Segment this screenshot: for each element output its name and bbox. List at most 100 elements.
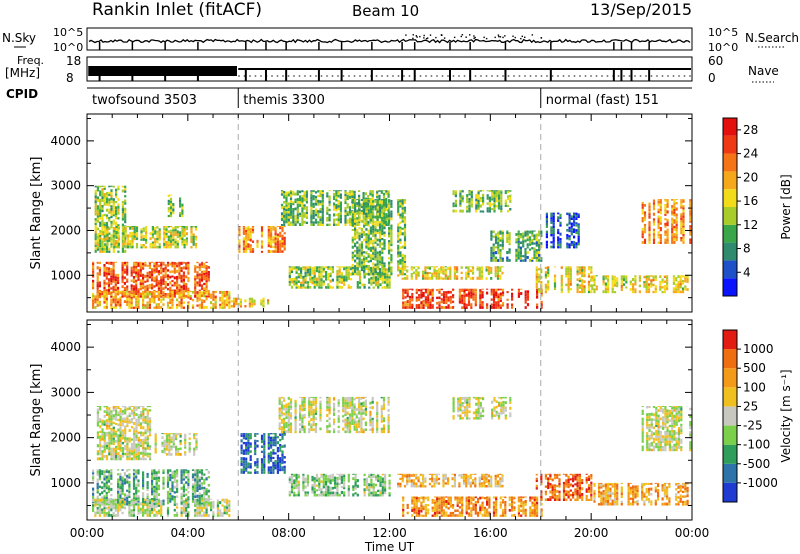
heatmap-cell bbox=[382, 190, 386, 192]
heatmap-cell bbox=[479, 303, 482, 306]
heatmap-cell bbox=[112, 280, 115, 283]
heatmap-cell bbox=[303, 214, 306, 218]
heatmap-cell bbox=[682, 221, 685, 224]
heatmap-cell bbox=[634, 282, 637, 286]
heatmap-cell bbox=[499, 306, 502, 309]
heatmap-cell bbox=[524, 230, 527, 232]
heatmap-cell bbox=[198, 276, 201, 279]
heatmap-cell bbox=[200, 482, 204, 485]
heatmap-cell bbox=[315, 280, 319, 284]
heatmap-cell bbox=[181, 212, 184, 215]
heatmap-cell bbox=[374, 278, 378, 282]
heatmap-cell bbox=[415, 304, 418, 307]
heatmap-cell bbox=[422, 277, 425, 280]
heatmap-cell bbox=[212, 296, 215, 299]
heatmap-cell bbox=[552, 225, 555, 229]
heatmap-cell bbox=[547, 280, 550, 284]
heatmap-cell bbox=[106, 242, 109, 245]
heatmap-cell bbox=[381, 230, 384, 233]
heatmap-cell bbox=[105, 514, 108, 517]
heatmap-cell bbox=[151, 268, 154, 271]
heatmap-cell bbox=[106, 226, 109, 227]
heatmap-cell bbox=[198, 514, 201, 517]
heatmap-cell bbox=[372, 252, 375, 255]
heatmap-cell bbox=[225, 295, 229, 299]
heatmap-cell bbox=[490, 289, 493, 293]
heatmap-cell bbox=[128, 292, 131, 296]
heatmap-cell bbox=[560, 291, 563, 294]
heatmap-cell bbox=[403, 206, 407, 209]
heatmap-cell bbox=[577, 228, 580, 231]
heatmap-cell bbox=[535, 249, 538, 252]
heatmap-cell bbox=[575, 229, 578, 232]
heatmap-cell bbox=[283, 205, 286, 208]
heatmap-cell bbox=[607, 286, 610, 289]
heatmap-cell bbox=[675, 283, 678, 286]
heatmap-cell bbox=[390, 266, 393, 270]
heatmap-cell bbox=[675, 277, 678, 280]
heatmap-cell bbox=[192, 226, 195, 228]
heatmap-cell bbox=[233, 305, 236, 308]
heatmap-cell bbox=[397, 260, 400, 263]
heatmap-cell bbox=[129, 245, 132, 249]
heatmap-cell bbox=[179, 202, 182, 206]
heatmap-cell bbox=[169, 290, 172, 293]
heatmap-cell bbox=[196, 274, 199, 277]
heatmap-cell bbox=[92, 265, 95, 269]
heatmap-cell bbox=[570, 222, 573, 226]
heatmap-cell bbox=[185, 287, 188, 291]
heatmap-cell bbox=[92, 275, 95, 278]
heatmap-cell bbox=[374, 231, 377, 235]
heatmap-cell bbox=[568, 243, 571, 247]
heatmap-cell bbox=[372, 213, 375, 216]
heatmap-cell bbox=[191, 488, 195, 491]
heatmap-cell bbox=[641, 241, 644, 244]
heatmap-cell bbox=[135, 234, 139, 238]
nsky-tick-bottom: 10^0 bbox=[53, 41, 83, 54]
heatmap-cell bbox=[368, 278, 371, 282]
heatmap-cell bbox=[360, 219, 363, 223]
heatmap-cell bbox=[348, 193, 352, 196]
heatmap-cell bbox=[280, 203, 284, 207]
heatmap-cell bbox=[137, 506, 140, 510]
heatmap-cell bbox=[492, 291, 496, 294]
heatmap-cell bbox=[388, 229, 391, 233]
heatmap-cell bbox=[611, 285, 614, 288]
heatmap-cell bbox=[402, 291, 405, 295]
heatmap-cell bbox=[176, 242, 179, 246]
heatmap-cell bbox=[144, 290, 147, 293]
heatmap-cell bbox=[105, 290, 108, 293]
colorbar-swatch bbox=[723, 224, 737, 243]
heatmap-cell bbox=[495, 197, 498, 200]
heatmap-cell bbox=[666, 275, 669, 277]
heatmap-cell bbox=[285, 204, 288, 207]
heatmap-cell bbox=[260, 250, 264, 253]
heatmap-cell bbox=[388, 247, 391, 250]
heatmap-cell bbox=[374, 215, 377, 219]
heatmap-cell bbox=[182, 511, 185, 514]
heatmap-cell bbox=[565, 267, 568, 271]
heatmap-cell bbox=[153, 471, 156, 475]
heatmap-cell bbox=[559, 216, 562, 220]
heatmap-cell bbox=[167, 238, 170, 242]
heatmap-cell bbox=[354, 259, 357, 263]
heatmap-cell bbox=[200, 273, 204, 277]
heatmap-cell bbox=[471, 276, 475, 280]
heatmap-cell bbox=[449, 266, 452, 268]
heatmap-cell bbox=[540, 287, 543, 291]
heatmap-cell bbox=[92, 306, 95, 309]
heatmap-cell bbox=[602, 280, 605, 284]
heatmap-cell bbox=[171, 497, 174, 501]
heatmap-cell bbox=[431, 296, 434, 300]
heatmap-cell bbox=[192, 243, 195, 246]
heatmap-cell bbox=[180, 495, 183, 499]
heatmap-cell bbox=[115, 226, 118, 228]
heatmap-cell bbox=[162, 279, 165, 283]
heatmap-cell bbox=[214, 295, 217, 299]
heatmap-cell bbox=[420, 306, 423, 309]
heatmap-cell bbox=[659, 241, 662, 244]
heatmap-cell bbox=[371, 196, 374, 200]
heatmap-cell bbox=[528, 230, 532, 234]
heatmap-cell bbox=[96, 284, 99, 288]
heatmap-cell bbox=[442, 306, 446, 309]
